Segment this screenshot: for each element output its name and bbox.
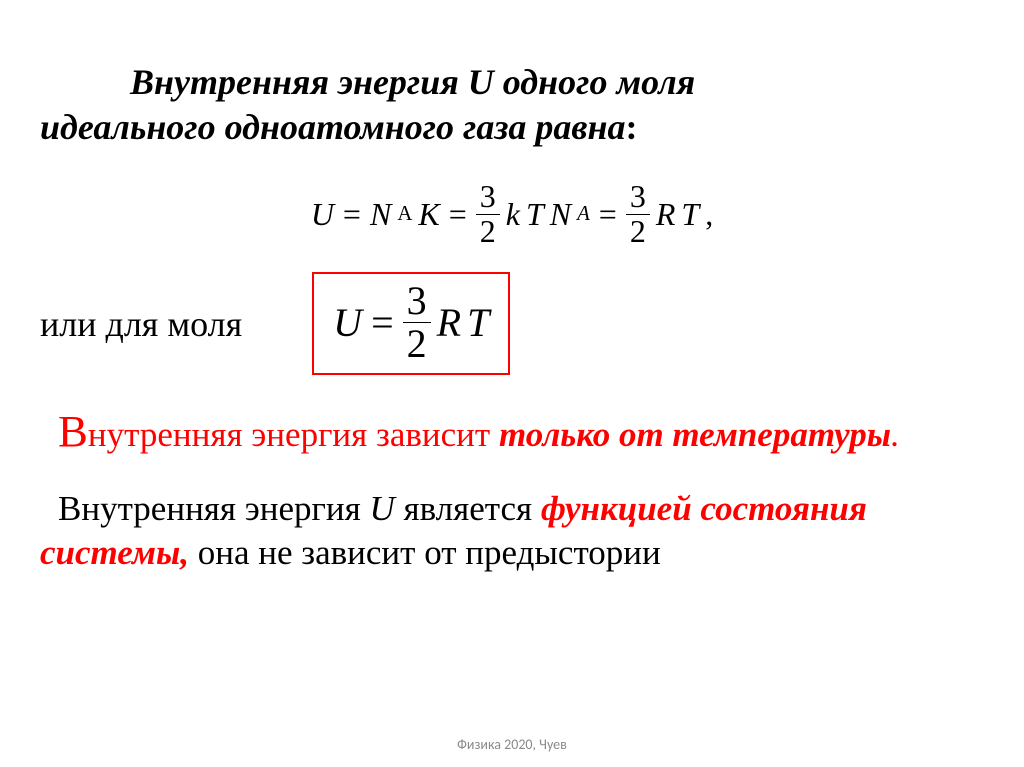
eq1-equals-2: =	[449, 196, 467, 233]
eq1-k: k	[506, 196, 520, 233]
eq1-N: N	[370, 196, 391, 233]
p1-big-v: В	[58, 406, 88, 456]
p2-text-1b: является	[395, 489, 541, 528]
eq1-frac-2: 3 2	[626, 180, 650, 248]
eq1-frac1-den: 2	[476, 215, 500, 249]
eq1-equals-1: =	[343, 196, 361, 233]
boxed-equals: =	[371, 303, 394, 343]
heading-line2: идеального одноатомного газа равна	[40, 107, 625, 147]
eq1-N2: N	[550, 196, 571, 233]
boxed-equation: U = 3 2 RT	[312, 272, 510, 375]
equation-1: U = NA K = 3 2 kTNA = 3 2 RT,	[40, 180, 984, 248]
heading-colon: :	[625, 107, 637, 147]
eq1-A2: A	[577, 202, 590, 226]
heading: Внутренняя энергия U одного моля идеальн…	[40, 60, 984, 150]
p1-text: Внутренняя энергия зависит только от тем…	[58, 415, 900, 454]
p1-dot: .	[891, 415, 900, 454]
footer: Физика 2020, Чуев	[0, 736, 1024, 753]
eq1-R: R	[656, 196, 676, 233]
eq1-A: A	[397, 202, 412, 226]
boxed-inline: U = 3 2 RT	[330, 280, 492, 365]
heading-line1-prefix: Внутренняя энергия	[130, 62, 468, 102]
boxed-U: U	[333, 303, 362, 343]
p2-text-2: она не зависит от предыстории	[189, 533, 661, 572]
paragraph-2: Внутренняя энергия U является функцией с…	[40, 487, 984, 575]
boxed-frac: 3 2	[403, 280, 431, 365]
row-mole: или для моля U = 3 2 RT	[40, 272, 984, 375]
eq1-frac-1: 3 2	[476, 180, 500, 248]
p1-italic: только от температуры	[490, 415, 891, 454]
eq1-equals-3: =	[599, 196, 617, 233]
eq1-T: T	[526, 196, 544, 233]
heading-U: U	[468, 62, 494, 102]
mole-label: или для моля	[40, 303, 242, 345]
eq1-frac2-num: 3	[626, 180, 650, 215]
p2-red-1: функцией состояния	[541, 489, 867, 528]
boxed-R: R	[437, 303, 461, 343]
paragraph-1: Внутренняя энергия зависит только от тем…	[40, 405, 984, 457]
boxed-num: 3	[403, 280, 431, 323]
slide-page: Внутренняя энергия U одного моля идеальн…	[0, 0, 1024, 767]
p2-text-1: Внутренняя энергия	[58, 489, 369, 528]
equation-1-inline: U = NA K = 3 2 kTNA = 3 2 RT,	[308, 180, 716, 248]
boxed-T: T	[467, 303, 489, 343]
eq1-K: K	[418, 196, 439, 233]
eq1-frac1-num: 3	[476, 180, 500, 215]
heading-line1-suffix: одного моля	[494, 62, 695, 102]
p2-U: U	[369, 489, 394, 528]
p1-rest: нутренняя энергия зависит	[88, 415, 490, 454]
p2-red-2: системы,	[40, 533, 189, 572]
boxed-den: 2	[403, 323, 431, 365]
eq1-T2: T	[681, 196, 699, 233]
eq1-frac2-den: 2	[626, 215, 650, 249]
eq1-comma: ,	[705, 196, 713, 233]
eq1-U: U	[311, 196, 334, 233]
